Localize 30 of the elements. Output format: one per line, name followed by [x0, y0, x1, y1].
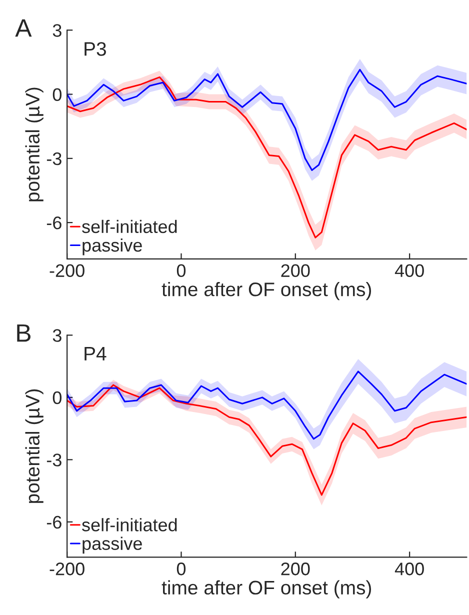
y-tick-label: 3: [52, 329, 62, 342]
y-tick-label: -6: [46, 516, 62, 529]
x-axis-title: time after OF onset (ms): [162, 580, 372, 598]
legend-label: self-initiated: [82, 518, 177, 532]
x-tick-label: 200: [281, 264, 310, 278]
y-tick-label: -3: [46, 454, 62, 466]
legend-label: passive: [82, 238, 142, 256]
line-series: [67, 68, 467, 171]
line-series: [67, 370, 467, 440]
x-tick-label: 400: [394, 264, 424, 278]
y-tick-label: 0: [52, 391, 62, 404]
x-tick-label: 0: [176, 264, 186, 278]
y-tick-label: -3: [46, 152, 62, 166]
x-tick-label: 200: [281, 562, 310, 576]
y-tick-label: 0: [52, 88, 62, 101]
legend-label: self-initiated: [82, 220, 177, 234]
y-axis-title: potential (µV): [25, 88, 44, 202]
x-tick-label: 0: [176, 562, 186, 576]
annotation: P3: [84, 42, 106, 56]
y-axis-title: potential (µV): [25, 389, 44, 503]
y-tick-label: 3: [52, 24, 62, 37]
text: A: [15, 19, 32, 37]
x-tick-label: -200: [50, 562, 84, 576]
legend-label: passive: [82, 536, 142, 554]
x-axis-title: time after OF onset (ms): [162, 282, 372, 300]
text: B: [17, 324, 30, 342]
annotation: P4: [84, 346, 106, 360]
y-tick-label: -6: [46, 216, 62, 230]
x-tick-label: 400: [394, 562, 424, 576]
x-tick-label: -200: [50, 264, 84, 278]
